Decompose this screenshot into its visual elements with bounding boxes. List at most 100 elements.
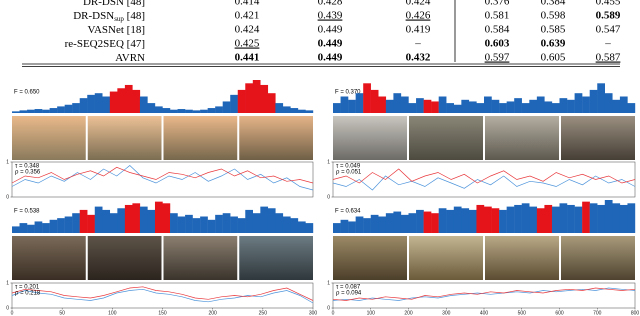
importance-bar — [589, 203, 598, 233]
importance-bar — [34, 221, 43, 233]
importance-bar — [267, 93, 276, 113]
importance-bar — [521, 203, 530, 233]
method-ref: [48] — [127, 10, 145, 22]
importance-bar — [177, 109, 186, 113]
importance-bar — [147, 103, 156, 113]
importance-bar — [87, 214, 95, 233]
method-name: VASNet [18] — [87, 24, 145, 36]
importance-bar — [370, 89, 379, 113]
method-name: re-SEQ2SEQ [47] — [65, 38, 145, 50]
method-ref: [47] — [127, 38, 145, 50]
importance-bar — [453, 206, 462, 233]
rho-score: ρ = 0.094 — [336, 291, 362, 297]
rho-score: ρ = 0.051 — [336, 170, 362, 176]
importance-bar — [72, 213, 80, 233]
x-tick-label: 100 — [108, 310, 117, 316]
importance-bar — [290, 218, 299, 233]
importance-bar — [333, 103, 341, 113]
importance-bar — [438, 208, 447, 233]
x-tick-label: 200 — [208, 310, 217, 316]
importance-bar — [506, 101, 515, 113]
importance-bar — [117, 208, 126, 233]
importance-bar — [185, 109, 193, 113]
x-tick-label: 100 — [367, 310, 376, 316]
importance-bar — [200, 109, 208, 113]
table-cell: 0.441 — [235, 52, 260, 64]
y-tick-label: 1 — [6, 280, 9, 286]
importance-bar — [627, 203, 636, 233]
importance-bar — [521, 103, 530, 113]
method-name-text: DR-DSN — [73, 10, 114, 22]
importance-bar — [109, 213, 118, 233]
importance-bar — [237, 218, 246, 233]
gt-score-line — [11, 165, 314, 191]
pred-score-line — [11, 166, 314, 184]
importance-bar — [333, 223, 341, 233]
importance-bar — [370, 214, 379, 233]
importance-bar — [468, 101, 477, 113]
importance-bar — [559, 98, 568, 113]
importance-bar — [245, 209, 253, 233]
y-tick-label: 0 — [327, 305, 330, 311]
importance-bar — [491, 99, 500, 113]
importance-bar — [305, 110, 314, 113]
plot-frame — [11, 161, 314, 198]
table-cell: 0.589 — [596, 10, 621, 22]
importance-bar — [499, 103, 507, 113]
x-tick-label: 200 — [404, 310, 413, 316]
x-tick-label: 0 — [332, 310, 335, 316]
importance-bar — [446, 209, 454, 233]
importance-bar — [87, 94, 95, 113]
importance-bar — [109, 91, 118, 113]
f-score: F = 0.634 — [335, 209, 361, 215]
x-tick-label: 300 — [309, 310, 318, 316]
tau-score: τ = 0.348 — [15, 164, 40, 170]
importance-bar — [192, 218, 201, 233]
importance-bar — [514, 204, 522, 233]
importance-bar — [574, 93, 583, 113]
importance-bar — [544, 101, 553, 113]
tau-score: τ = 0.201 — [15, 285, 40, 291]
importance-bar — [340, 219, 349, 233]
table-cell: 0.426 — [406, 10, 431, 22]
x-tick-label: 600 — [555, 310, 564, 316]
method-name: DR-DSN [48] — [83, 0, 145, 8]
y-tick-label: 1 — [327, 280, 330, 286]
importance-bar — [207, 219, 216, 233]
importance-bar — [139, 206, 148, 233]
importance-bar — [305, 223, 314, 233]
importance-bar — [468, 209, 477, 233]
table-cell: – — [604, 38, 611, 50]
importance-bar — [19, 223, 28, 233]
importance-bar — [355, 93, 364, 113]
importance-bar — [139, 96, 148, 113]
pred-score-line — [332, 287, 636, 301]
importance-bar — [551, 103, 560, 113]
importance-bar — [348, 221, 356, 233]
importance-bar — [12, 226, 20, 233]
importance-bar — [589, 89, 598, 113]
importance-bar — [393, 93, 402, 113]
gt-score-line — [11, 288, 314, 304]
tau-score: τ = 0.049 — [336, 164, 361, 170]
video-frame — [561, 116, 635, 160]
importance-bar — [559, 203, 568, 233]
video-frame — [163, 236, 238, 280]
importance-bar — [431, 213, 439, 233]
video-frame — [239, 116, 313, 160]
importance-bar — [64, 216, 73, 233]
importance-bar — [529, 206, 538, 233]
importance-bar — [79, 209, 88, 233]
importance-bar — [363, 83, 371, 113]
importance-bar — [124, 84, 133, 113]
video-frame — [485, 116, 559, 160]
importance-bar — [260, 206, 269, 233]
importance-bar — [154, 106, 163, 113]
importance-bar — [275, 103, 284, 113]
importance-bar — [64, 104, 73, 113]
importance-bar — [132, 89, 141, 113]
importance-bar — [260, 84, 269, 113]
importance-bar — [230, 216, 238, 233]
importance-bar — [290, 108, 299, 113]
x-tick-label: 700 — [593, 310, 602, 316]
